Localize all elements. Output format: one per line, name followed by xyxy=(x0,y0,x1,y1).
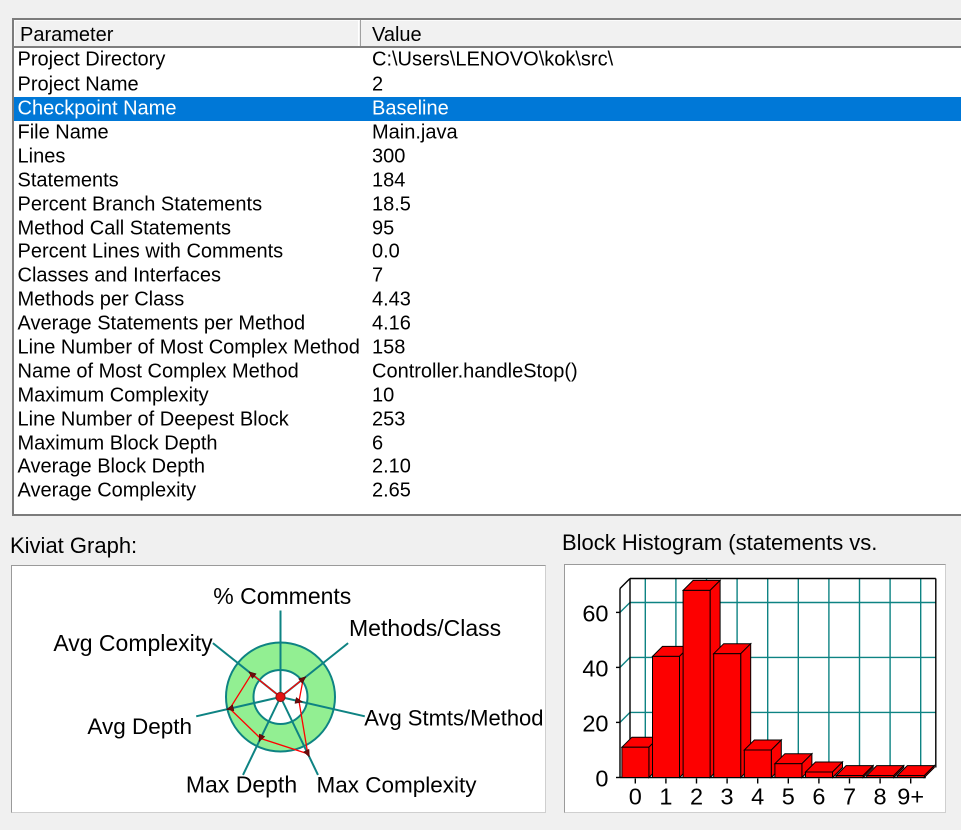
svg-text:Max Complexity: Max Complexity xyxy=(316,773,477,798)
svg-text:0: 0 xyxy=(595,765,608,791)
svg-text:4: 4 xyxy=(751,784,764,810)
svg-text:0: 0 xyxy=(629,784,642,810)
svg-text:1: 1 xyxy=(659,784,672,810)
svg-text:40: 40 xyxy=(582,655,608,681)
svg-text:60: 60 xyxy=(582,600,608,626)
svg-text:9+: 9+ xyxy=(897,784,924,810)
svg-text:7: 7 xyxy=(843,784,856,810)
svg-text:Avg Depth: Avg Depth xyxy=(87,714,192,739)
svg-text:Methods/Class: Methods/Class xyxy=(349,615,501,641)
svg-text:Avg Complexity: Avg Complexity xyxy=(53,630,213,656)
svg-text:Avg Stmts/Method: Avg Stmts/Method xyxy=(364,706,543,731)
svg-text:20: 20 xyxy=(582,710,608,736)
svg-text:% Comments: % Comments xyxy=(213,583,351,609)
svg-text:5: 5 xyxy=(782,784,795,810)
svg-text:6: 6 xyxy=(812,784,825,810)
svg-text:2: 2 xyxy=(690,784,703,810)
svg-text:8: 8 xyxy=(874,784,887,810)
svg-text:3: 3 xyxy=(721,784,734,810)
svg-text:Max Depth: Max Depth xyxy=(186,772,297,798)
